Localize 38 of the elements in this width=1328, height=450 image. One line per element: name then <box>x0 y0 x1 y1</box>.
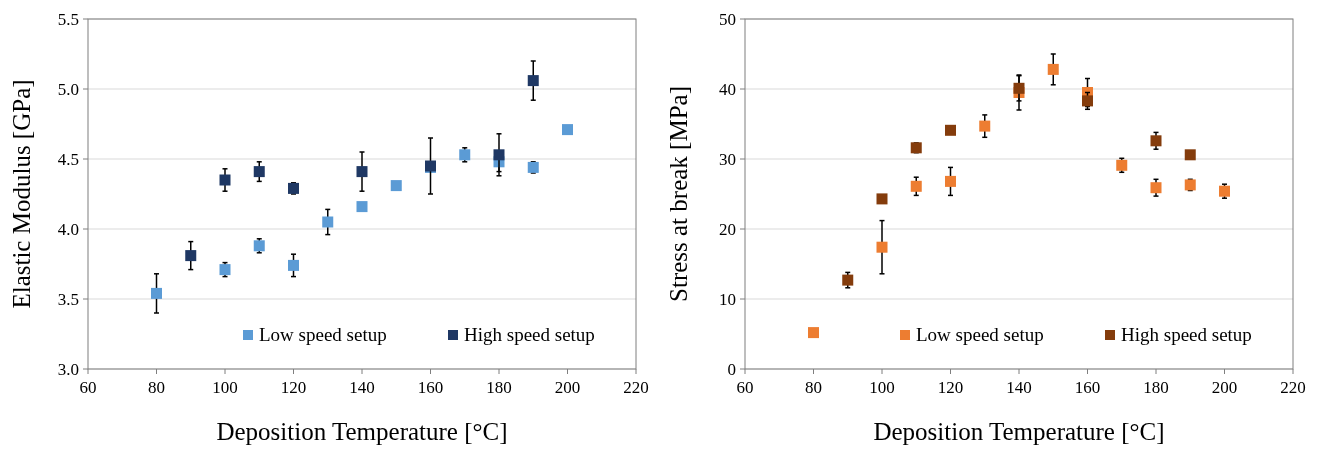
y-tick-label: 5.0 <box>57 80 79 99</box>
y-tick-label: 0 <box>727 360 736 379</box>
y-tick-label: 4.5 <box>57 150 79 169</box>
x-tick-label: 80 <box>805 378 822 397</box>
x-tick-label: 220 <box>1280 378 1306 397</box>
legend-label: High speed setup <box>1121 324 1252 345</box>
x-tick-label: 120 <box>937 378 964 397</box>
x-tick-label: 140 <box>1006 378 1032 397</box>
y-tick-label: 5.5 <box>57 10 79 29</box>
legend-label: Low speed setup <box>916 324 1044 345</box>
y-tick-label: 20 <box>719 220 736 239</box>
x-tick-label: 200 <box>554 378 581 397</box>
x-tick-label: 220 <box>623 378 649 397</box>
x-tick-label: 160 <box>1074 378 1101 397</box>
y-tick-label: 3.5 <box>57 290 79 309</box>
x-tick-label: 60 <box>79 378 97 397</box>
x-tick-label: 180 <box>1143 378 1169 397</box>
x-axis-title: Deposition Temperature [°C] <box>216 418 508 445</box>
x-tick-label: 60 <box>736 378 754 397</box>
x-tick-label: 100 <box>212 378 238 397</box>
y-tick-label: 4.0 <box>57 220 79 239</box>
y-tick-label: 40 <box>719 80 736 99</box>
x-tick-label: 80 <box>148 378 165 397</box>
x-tick-label: 120 <box>280 378 307 397</box>
y-tick-label: 10 <box>719 290 736 309</box>
x-tick-label: 160 <box>417 378 444 397</box>
y-axis-title: Elastic Modulus [GPa] <box>8 79 35 309</box>
y-axis-title: Stress at break [MPa] <box>665 86 692 302</box>
y-tick-label: 30 <box>719 150 736 169</box>
legend-label: High speed setup <box>464 324 595 345</box>
x-axis-title: Deposition Temperature [°C] <box>873 418 1165 445</box>
x-tick-label: 140 <box>349 378 375 397</box>
y-tick-label: 3.0 <box>57 360 79 379</box>
x-tick-label: 100 <box>869 378 895 397</box>
x-tick-label: 180 <box>486 378 512 397</box>
legend-label: Low speed setup <box>259 324 387 345</box>
y-tick-label: 50 <box>719 10 736 29</box>
x-tick-label: 200 <box>1211 378 1238 397</box>
